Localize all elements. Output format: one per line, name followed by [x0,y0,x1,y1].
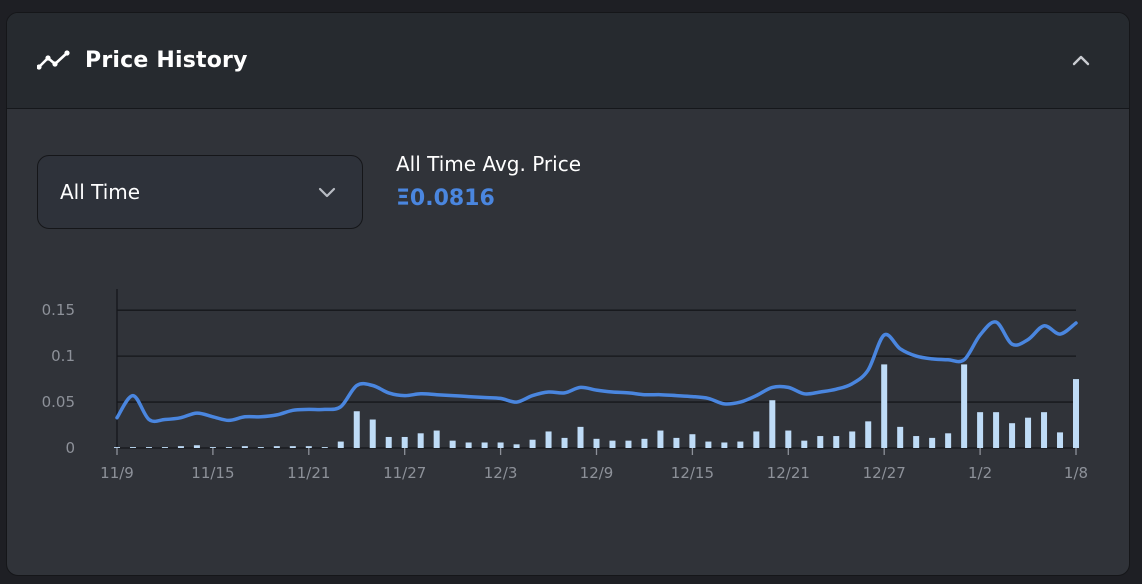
volume-bar [1073,379,1079,448]
volume-bar [609,440,616,448]
volume-bar [817,436,824,448]
time-range-value: All Time [60,180,141,204]
volume-bar [193,445,200,448]
volume-bar [545,431,552,448]
avg-price-value: Ξ0.0816 [396,186,495,211]
volume-bar [369,419,376,448]
y-tick-label: 0.15 [42,301,75,319]
price-line [115,320,1078,424]
x-tick-label: 11/27 [383,464,426,482]
time-range-select[interactable]: All Time [37,155,363,229]
volume-bar [769,400,776,448]
chevron-up-icon[interactable] [1069,49,1093,73]
volume-bar [401,436,408,448]
volume-bar [753,431,760,448]
volume-bar [209,447,216,448]
panel-header[interactable]: Price History [7,13,1129,109]
volume-bar [705,441,712,448]
volume-bar [881,364,888,448]
trend-line-icon [37,49,71,72]
volume-bar [513,444,520,448]
volume-bar [1057,432,1064,448]
volume-bar [577,426,584,448]
volume-bar [849,431,856,448]
panel-title: Price History [85,48,248,73]
volume-bar [129,447,136,448]
y-tick-label: 0 [65,439,75,457]
volume-bar [353,411,360,448]
volume-bar [241,446,248,448]
volume-bar [273,446,280,448]
volume-bar [1041,412,1048,448]
volume-bar [721,442,728,448]
volume-bar [657,430,664,448]
volume-bar [114,447,120,448]
volume-bar [785,430,792,448]
y-tick-label: 0.05 [42,393,75,411]
volume-bar [897,426,904,448]
volume-bar [977,412,984,448]
volume-bar [305,446,312,448]
volume-bar [481,442,488,448]
volume-bar [289,446,296,448]
volume-bar [929,437,936,448]
volume-bar [593,438,600,448]
x-tick-label: 12/9 [580,464,614,482]
volume-bar [497,442,504,448]
volume-bar [801,440,808,448]
avg-price-label: All Time Avg. Price [396,152,581,176]
volume-bar [561,437,568,448]
volume-bar [257,447,264,448]
volume-bar [833,436,840,448]
volume-bar [641,438,648,448]
x-tick-label: 12/21 [767,464,810,482]
volume-bar [689,434,696,448]
volume-bar [625,440,632,448]
volume-bar [529,439,536,448]
x-tick-label: 12/3 [484,464,518,482]
volume-bar [1009,423,1016,448]
volume-bar [961,364,968,448]
x-tick-label: 1/8 [1064,464,1088,482]
volume-bar [449,440,456,448]
x-tick-label: 12/15 [671,464,714,482]
volume-bar [225,447,232,448]
x-tick-label: 1/2 [968,464,992,482]
x-tick-label: 12/27 [863,464,906,482]
volume-bar [737,441,744,448]
x-tick-label: 11/15 [191,464,234,482]
chevron-down-icon [316,181,338,203]
volume-bar [417,433,424,448]
y-tick-label: 0.1 [51,347,75,365]
volume-bar [385,436,392,448]
volume-bar [865,421,872,448]
volume-bar [433,430,440,448]
volume-bar [161,447,168,448]
x-tick-label: 11/21 [287,464,330,482]
volume-bar [993,412,1000,448]
volume-bar [673,437,680,448]
volume-bar [465,442,472,448]
volume-bar [321,447,328,448]
volume-bar [145,447,152,448]
volume-bar [177,446,184,448]
volume-bar [337,441,344,448]
volume-bar [945,433,952,448]
volume-bar [913,436,920,448]
x-tick-label: 11/9 [100,464,134,482]
price-history-panel: Price History All Time All Time Avg. Pri… [6,12,1130,576]
price-chart: 0 0.05 0.1 0.15 11/9 11/15 11/21 11/27 12/3 12/9 1… [42,289,1088,482]
volume-bar [1025,417,1032,448]
